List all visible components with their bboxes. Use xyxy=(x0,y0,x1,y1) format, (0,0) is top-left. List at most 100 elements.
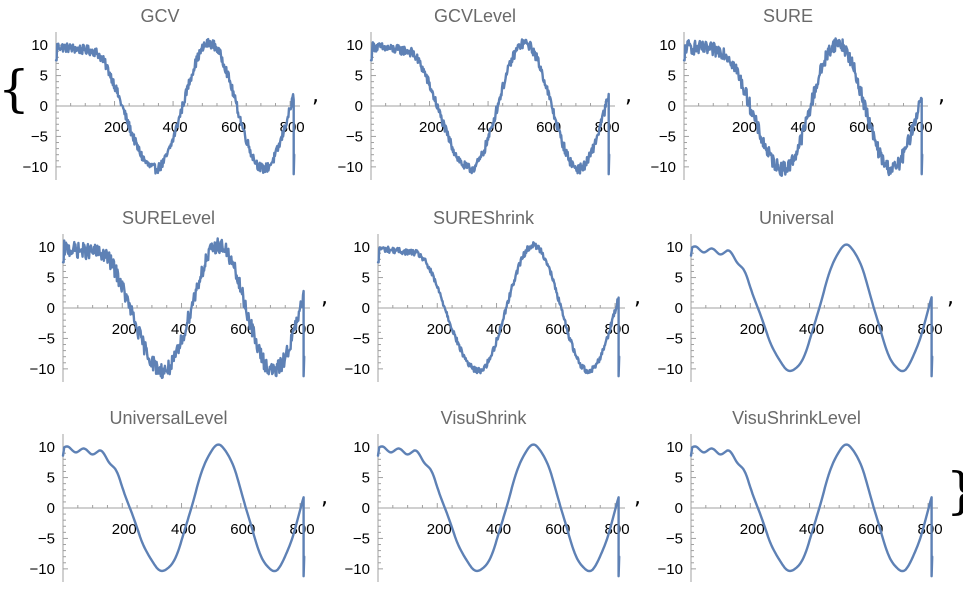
y-tick-label: 5 xyxy=(668,68,676,85)
y-tick-label: 5 xyxy=(47,270,55,287)
x-tick-label: 600 xyxy=(545,521,570,538)
close-brace: } xyxy=(946,466,963,516)
y-tick-label: 0 xyxy=(675,300,683,317)
y-tick-label: −10 xyxy=(338,159,363,176)
chart-title: GCV xyxy=(140,6,179,26)
comma-separator: , xyxy=(947,285,954,310)
y-tick-label: −5 xyxy=(346,128,363,145)
chart-title: SURELevel xyxy=(122,208,215,228)
series-line xyxy=(376,241,621,378)
y-tick-label: 5 xyxy=(362,470,370,487)
x-tick-label: 400 xyxy=(171,521,196,538)
y-tick-label: 5 xyxy=(675,470,683,487)
chart-title: Universal xyxy=(759,208,834,228)
chart-title: SUREShrink xyxy=(433,208,535,228)
y-tick-label: −10 xyxy=(345,361,370,378)
series-line xyxy=(61,443,306,578)
y-tick-label: −5 xyxy=(353,530,370,547)
chart-title: GCVLevel xyxy=(434,6,516,26)
y-tick-label: −5 xyxy=(666,330,683,347)
y-tick-label: 0 xyxy=(675,500,683,517)
x-tick-label: 400 xyxy=(486,321,511,338)
y-tick-label: −10 xyxy=(658,361,683,378)
y-tick-label: −10 xyxy=(23,159,48,176)
y-tick-label: 0 xyxy=(668,98,676,115)
x-tick-label: 200 xyxy=(427,521,452,538)
y-tick-label: −5 xyxy=(31,128,48,145)
y-tick-label: −5 xyxy=(666,530,683,547)
x-tick-label: 200 xyxy=(740,321,765,338)
open-brace: { xyxy=(0,60,30,118)
comma-separator: , xyxy=(634,285,641,310)
comma-separator: , xyxy=(634,485,641,510)
x-tick-label: 600 xyxy=(230,521,255,538)
chart-panel: GCVLevel −10 −5 0 5 10 200 400 600 800 xyxy=(315,0,620,190)
chart-panel: SUREShrink −10 −5 0 5 10 200 400 600 800 xyxy=(315,202,630,392)
y-tick-label: 10 xyxy=(353,439,370,456)
series-line xyxy=(689,243,934,378)
chart-panel: UniversalLevel −10 −5 0 5 10 200 400 600 800 xyxy=(0,402,315,592)
x-tick-label: 400 xyxy=(799,321,824,338)
chart-panel: VisuShrink −10 −5 0 5 10 200 400 600 800 xyxy=(315,402,630,592)
y-tick-label: −5 xyxy=(38,330,55,347)
y-tick-label: 0 xyxy=(362,500,370,517)
y-tick-label: 10 xyxy=(666,239,683,256)
y-tick-label: 5 xyxy=(355,68,363,85)
y-tick-label: −10 xyxy=(651,159,676,176)
x-tick-label: 200 xyxy=(427,321,452,338)
x-tick-label: 400 xyxy=(171,321,196,338)
series-line xyxy=(369,38,611,176)
y-tick-label: 10 xyxy=(346,37,363,54)
x-tick-label: 200 xyxy=(419,119,444,136)
y-tick-label: 0 xyxy=(47,500,55,517)
comma-separator: , xyxy=(321,285,328,310)
y-tick-label: 10 xyxy=(38,439,55,456)
y-tick-label: 5 xyxy=(362,270,370,287)
y-tick-label: 0 xyxy=(40,98,48,115)
chart-panel: GCV −10 −5 0 5 10 200 400 600 800 xyxy=(0,0,305,190)
x-tick-label: 200 xyxy=(740,521,765,538)
chart-panel: SURE −10 −5 0 5 10 200 400 600 800 xyxy=(628,0,933,190)
x-tick-label: 400 xyxy=(799,521,824,538)
chart-title: VisuShrinkLevel xyxy=(732,408,861,428)
y-tick-label: 10 xyxy=(38,239,55,256)
chart-title: VisuShrink xyxy=(441,408,528,428)
comma-separator: , xyxy=(938,83,945,108)
y-tick-label: −10 xyxy=(345,561,370,578)
y-tick-label: −10 xyxy=(30,361,55,378)
x-tick-label: 200 xyxy=(112,321,137,338)
x-tick-label: 200 xyxy=(732,119,757,136)
y-tick-label: 0 xyxy=(47,300,55,317)
chart-title: UniversalLevel xyxy=(109,408,227,428)
series-line xyxy=(689,443,934,578)
y-tick-label: 10 xyxy=(353,239,370,256)
y-tick-label: −10 xyxy=(30,561,55,578)
x-tick-label: 600 xyxy=(858,321,883,338)
y-tick-label: 10 xyxy=(31,37,48,54)
chart-title: SURE xyxy=(763,6,813,26)
y-tick-label: −5 xyxy=(353,330,370,347)
y-tick-label: 5 xyxy=(675,270,683,287)
series-line xyxy=(682,37,924,177)
y-tick-label: 10 xyxy=(659,37,676,54)
x-tick-label: 200 xyxy=(104,119,129,136)
comma-separator: , xyxy=(321,485,328,510)
x-tick-label: 600 xyxy=(536,119,561,136)
y-tick-label: −5 xyxy=(659,128,676,145)
chart-panel: Universal −10 −5 0 5 10 200 400 600 800 xyxy=(628,202,943,392)
y-tick-label: 10 xyxy=(666,439,683,456)
chart-panel: SURELevel −10 −5 0 5 10 200 400 600 800 xyxy=(0,202,315,392)
comma-separator: , xyxy=(625,83,632,108)
comma-separator: , xyxy=(312,83,319,108)
y-tick-label: 0 xyxy=(355,98,363,115)
y-tick-label: 5 xyxy=(47,470,55,487)
